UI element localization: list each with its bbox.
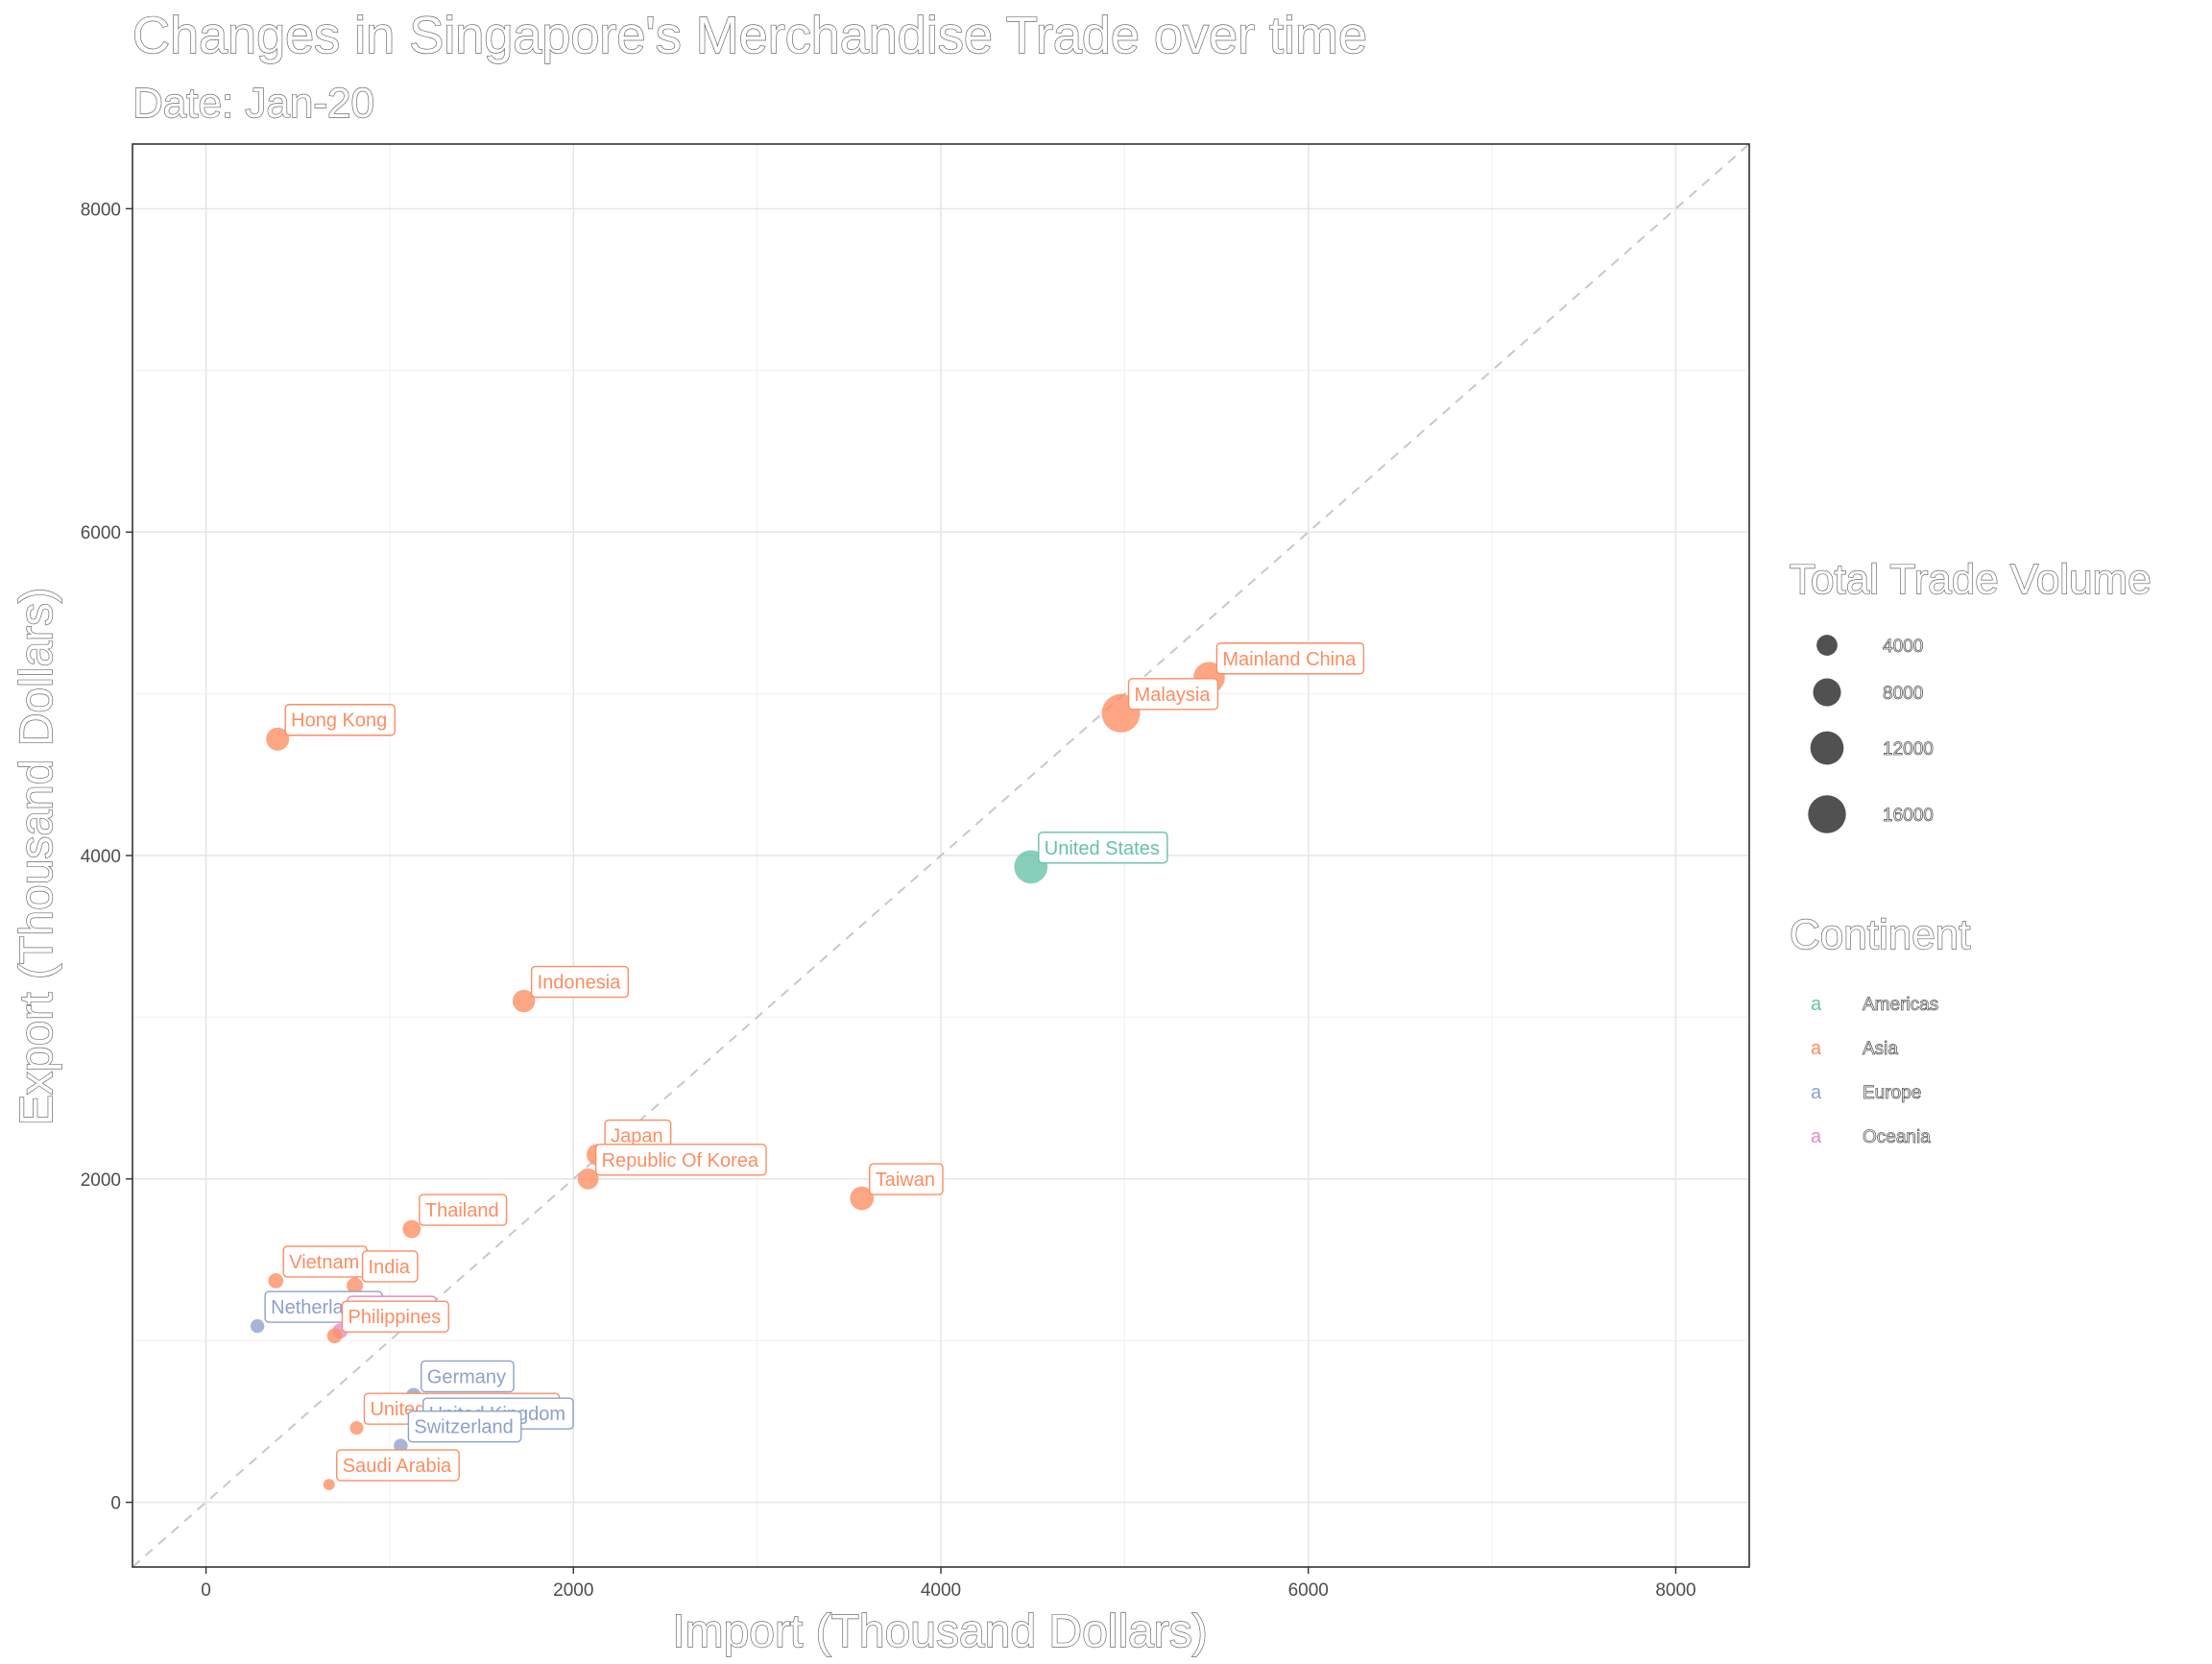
label-box	[530, 965, 630, 999]
point-saudi-arabia	[323, 1479, 335, 1491]
y-tick-label: 8000	[81, 200, 121, 220]
point-united-arab-emirates	[349, 1421, 364, 1435]
label-text: Indonesia	[538, 973, 622, 994]
x-tick-label: 6000	[1288, 1580, 1329, 1601]
label-text: Japan	[611, 1126, 663, 1147]
label-text: Germany	[427, 1366, 506, 1387]
point-label: Hong Kong	[284, 704, 396, 736]
x-tick-label: 8000	[1655, 1580, 1695, 1601]
label-box	[421, 1360, 515, 1393]
label-box	[419, 1194, 508, 1226]
label-text: Republic Of Korea	[602, 1150, 759, 1171]
label-text: Philippines	[349, 1307, 442, 1328]
point-label: Republic Of Korea	[594, 1144, 767, 1176]
chart-title: Changes in Singapore's Merchandise Trade…	[132, 7, 1367, 64]
point-philippines	[326, 1328, 343, 1344]
chart-subtitle: Date: Jan-20	[132, 80, 374, 127]
x-tick-label: 2000	[553, 1580, 593, 1601]
color-legend-key: a	[1811, 1082, 1822, 1103]
point-thailand	[402, 1219, 421, 1239]
point-label: Indonesia	[530, 965, 630, 999]
size-legend-label: 4000	[1883, 637, 1923, 657]
point-label: United States	[1038, 832, 1168, 864]
label-box	[336, 1449, 460, 1482]
y-tick-label: 2000	[81, 1170, 121, 1191]
label-text: Switzerland	[414, 1417, 513, 1438]
color-legend-label: Asia	[1863, 1039, 1898, 1059]
size-legend-title: Total Trade Volume	[1790, 556, 2152, 603]
point-label: Mainland China	[1215, 642, 1365, 675]
label-text: Hong Kong	[291, 711, 387, 732]
point-label: Philippines	[341, 1300, 449, 1333]
label-text: Mainland China	[1222, 649, 1357, 670]
label-text: Thailand	[425, 1200, 499, 1221]
point-label: Japan	[604, 1119, 672, 1152]
color-legend-key: a	[1811, 1126, 1822, 1147]
y-tick-label: 0	[110, 1494, 121, 1514]
point-vietnam	[268, 1273, 284, 1289]
y-tick-label: 4000	[81, 847, 121, 867]
point-taiwan	[850, 1186, 875, 1211]
x-tick-label: 0	[201, 1580, 211, 1601]
x-axis-title: Import (Thousand Dollars)	[672, 1606, 1208, 1657]
plot-area: 0 2000 4000 6000 8000 0 2000 4000 6000 8000 Mainla…	[81, 143, 1750, 1601]
label-box	[361, 1250, 419, 1283]
size-legend-label: 8000	[1883, 684, 1923, 704]
color-legend-label: Europe	[1863, 1083, 1921, 1103]
point-india	[347, 1277, 364, 1294]
point-republic-of-korea	[577, 1168, 599, 1190]
point-hong-kong	[266, 727, 290, 751]
point-label: Vietnam	[282, 1245, 368, 1278]
legend: Total Trade Volume Continent 4000 8000 120…	[1789, 555, 2152, 1147]
label-text: Taiwan	[876, 1170, 935, 1191]
color-legend-key: a	[1811, 994, 1822, 1015]
label-box	[869, 1163, 944, 1195]
y-tick-label: 6000	[81, 523, 121, 543]
label-box	[1127, 678, 1219, 711]
point-switzerland	[394, 1438, 408, 1453]
label-box	[1215, 642, 1365, 675]
point-label: Saudi Arabia	[336, 1449, 460, 1482]
point-netherlands	[250, 1318, 265, 1334]
label-text: India	[369, 1257, 411, 1278]
label-box	[341, 1300, 449, 1333]
size-legend-circle	[1808, 795, 1846, 833]
label-text: United States	[1045, 838, 1160, 859]
label-text: Saudi Arabia	[343, 1456, 452, 1477]
color-legend-title: Continent	[1790, 911, 1970, 958]
reference-line	[132, 143, 1750, 1568]
size-legend-label: 16000	[1883, 806, 1934, 826]
label-box	[1038, 832, 1168, 864]
y-axis-title: Export (Thousand Dollars)	[12, 588, 62, 1125]
point-label: India	[361, 1250, 419, 1283]
color-legend-label: Oceania	[1863, 1127, 1931, 1147]
label-text: Malaysia	[1135, 685, 1212, 706]
point-label: Taiwan	[869, 1163, 944, 1195]
point-label: Thailand	[419, 1194, 508, 1226]
point-label: Switzerland	[407, 1410, 522, 1443]
label-box	[284, 704, 396, 736]
point-label: Germany	[421, 1360, 515, 1393]
label-box	[407, 1410, 522, 1443]
x-tick-label: 4000	[921, 1580, 961, 1601]
color-legend-key: a	[1811, 1038, 1822, 1059]
size-legend-circle	[1816, 635, 1838, 656]
color-legend-label: Americas	[1863, 995, 1938, 1015]
label-box	[594, 1144, 767, 1176]
point-indonesia	[512, 989, 536, 1013]
label-text: Vietnam	[289, 1252, 359, 1273]
size-legend-label: 12000	[1883, 739, 1934, 760]
point-label: Malaysia	[1127, 678, 1219, 711]
size-legend-circle	[1810, 731, 1844, 765]
size-legend-circle	[1813, 678, 1841, 707]
